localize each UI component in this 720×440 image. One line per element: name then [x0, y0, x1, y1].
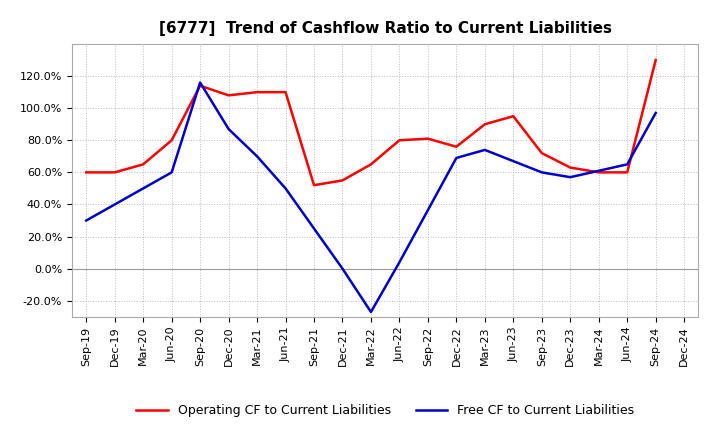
Free CF to Current Liabilities [82, 218, 91, 223]
Free CF to Current Liabilities [537, 170, 546, 175]
Free CF to Current Liabilities [623, 162, 631, 167]
Operating CF to Current Liabilities [225, 93, 233, 98]
Operating CF to Current Liabilities [595, 170, 603, 175]
Operating CF to Current Liabilities [395, 138, 404, 143]
Operating CF to Current Liabilities [253, 89, 261, 95]
Operating CF to Current Liabilities [480, 121, 489, 127]
Free CF to Current Liabilities [196, 80, 204, 85]
Free CF to Current Liabilities [253, 154, 261, 159]
Operating CF to Current Liabilities [537, 150, 546, 156]
Operating CF to Current Liabilities [566, 165, 575, 170]
Operating CF to Current Liabilities [652, 57, 660, 62]
Free CF to Current Liabilities [566, 175, 575, 180]
Operating CF to Current Liabilities [338, 178, 347, 183]
Operating CF to Current Liabilities [167, 138, 176, 143]
Operating CF to Current Liabilities [110, 170, 119, 175]
Operating CF to Current Liabilities [139, 162, 148, 167]
Free CF to Current Liabilities [366, 309, 375, 315]
Free CF to Current Liabilities [480, 147, 489, 153]
Legend: Operating CF to Current Liabilities, Free CF to Current Liabilities: Operating CF to Current Liabilities, Fre… [131, 400, 639, 422]
Operating CF to Current Liabilities [366, 162, 375, 167]
Free CF to Current Liabilities [395, 260, 404, 265]
Line: Free CF to Current Liabilities: Free CF to Current Liabilities [86, 83, 656, 312]
Free CF to Current Liabilities [282, 186, 290, 191]
Line: Operating CF to Current Liabilities: Operating CF to Current Liabilities [86, 60, 656, 185]
Title: [6777]  Trend of Cashflow Ratio to Current Liabilities: [6777] Trend of Cashflow Ratio to Curren… [158, 21, 612, 36]
Operating CF to Current Liabilities [196, 83, 204, 88]
Free CF to Current Liabilities [167, 170, 176, 175]
Operating CF to Current Liabilities [310, 183, 318, 188]
Free CF to Current Liabilities [652, 110, 660, 116]
Free CF to Current Liabilities [225, 126, 233, 132]
Free CF to Current Liabilities [338, 266, 347, 271]
Operating CF to Current Liabilities [452, 144, 461, 149]
Free CF to Current Liabilities [452, 155, 461, 161]
Operating CF to Current Liabilities [82, 170, 91, 175]
Free CF to Current Liabilities [310, 226, 318, 231]
Operating CF to Current Liabilities [509, 114, 518, 119]
Operating CF to Current Liabilities [623, 170, 631, 175]
Operating CF to Current Liabilities [423, 136, 432, 141]
Operating CF to Current Liabilities [282, 89, 290, 95]
